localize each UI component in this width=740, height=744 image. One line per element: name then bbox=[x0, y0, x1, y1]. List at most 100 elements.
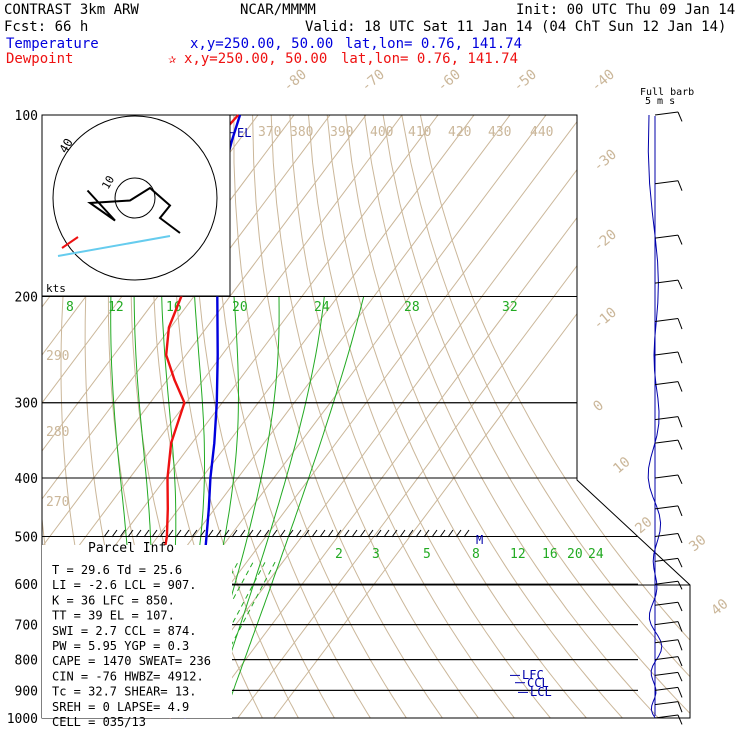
mixing-ratio-label: 3 bbox=[372, 547, 380, 562]
hodograph-ring-outer bbox=[52, 115, 218, 281]
freezing-hatch bbox=[399, 529, 406, 538]
wind-barb bbox=[654, 656, 679, 661]
isotherm-label: -30 bbox=[590, 147, 620, 176]
parcel-info-row: CELL = 035/13 bbox=[52, 715, 146, 729]
parcel-level-label: LFC bbox=[522, 668, 544, 682]
dry-adiabat-line bbox=[345, 115, 623, 718]
pressure-tick-label: 800 bbox=[15, 654, 38, 669]
dry-adiabat-line bbox=[326, 115, 587, 718]
wind-barb bbox=[654, 474, 679, 479]
wind-barb bbox=[654, 671, 679, 676]
dewpoint-marker-icon: ✰ bbox=[168, 51, 177, 67]
pressure-tick-label: 100 bbox=[15, 109, 38, 124]
header: CONTRAST 3km ARW NCAR/MMMM Init: 00 UTC … bbox=[4, 2, 735, 107]
isotherm-label: -70 bbox=[358, 67, 388, 96]
freezing-hatch bbox=[295, 529, 302, 538]
parcel-info-row: Tc = 32.7 SHEAR= 13. bbox=[52, 685, 197, 699]
freezing-hatch bbox=[151, 529, 158, 538]
parcel-info-row: K = 36 LFC = 850. bbox=[52, 593, 175, 607]
isotherm-label: 30 bbox=[686, 532, 709, 555]
wind-barb bbox=[654, 639, 679, 644]
temperature-legend: Temperature bbox=[6, 36, 99, 52]
mixing-ratio-label: 5 bbox=[423, 547, 431, 562]
parcel-level-label: EL bbox=[237, 126, 251, 140]
freezing-hatch bbox=[135, 529, 142, 538]
parcel-info-row: T = 29.6 Td = 25.6 bbox=[52, 563, 182, 577]
parcel-info-row: CIN = -76 HWBZ= 4912. bbox=[52, 669, 204, 683]
moist-adiabat-label: 32 bbox=[502, 300, 518, 315]
freezing-hatch bbox=[351, 529, 358, 538]
parcel-level-label: M bbox=[476, 533, 483, 547]
wind-barb bbox=[654, 318, 679, 322]
freezing-hatch bbox=[175, 529, 182, 538]
wind-barb bbox=[654, 180, 679, 185]
isotherm-label: -20 bbox=[590, 227, 620, 256]
hodograph-units: kts bbox=[46, 282, 66, 295]
wind-barb-flag bbox=[677, 601, 683, 612]
forecast-hour: Fcst: 66 h bbox=[4, 19, 88, 35]
freezing-hatch bbox=[263, 529, 270, 538]
isotherm-label: -10 bbox=[590, 305, 620, 334]
pressure-tick-label: 1000 bbox=[7, 712, 38, 727]
dewpoint-latlon: lat,lon= 0.76, 141.74 bbox=[341, 51, 518, 67]
wind-barb-flag bbox=[677, 580, 683, 590]
isotherm-line bbox=[42, 115, 331, 718]
freezing-hatch bbox=[391, 529, 398, 538]
parcel-level-label: LCL bbox=[530, 685, 552, 699]
wind-barb-flag bbox=[677, 416, 683, 428]
freezing-hatch bbox=[447, 529, 454, 538]
freezing-hatch bbox=[159, 529, 166, 538]
freezing-hatch bbox=[199, 529, 206, 538]
dry-adiabat-label: 290 bbox=[46, 349, 69, 364]
isotherm-label: -40 bbox=[588, 67, 618, 96]
hodograph-frame bbox=[41, 114, 231, 297]
isotherm-label: -80 bbox=[280, 67, 310, 96]
freezing-hatch bbox=[183, 529, 190, 538]
parcel-info-row: SREH = 0 LAPSE= 4.9 bbox=[52, 700, 189, 714]
storm-motion-line bbox=[57, 235, 171, 257]
dry-adiabat-line bbox=[401, 115, 690, 718]
dry-adiabat-line bbox=[289, 115, 515, 718]
mixing-ratio-label: 12 bbox=[510, 547, 526, 562]
wind-barb-flag bbox=[677, 318, 683, 330]
moist-adiabat-label: 24 bbox=[314, 300, 330, 315]
freezing-hatch bbox=[119, 529, 126, 538]
freezing-hatch bbox=[327, 529, 334, 538]
wind-barb bbox=[654, 351, 679, 356]
freezing-hatch bbox=[247, 529, 254, 538]
isotherm-line bbox=[237, 115, 690, 718]
hodograph-ring-inner bbox=[114, 177, 156, 219]
dry-adiabat-line bbox=[193, 115, 335, 718]
freezing-hatch bbox=[231, 529, 238, 538]
dry-adiabat-label: 430 bbox=[488, 125, 511, 140]
freezing-hatch bbox=[303, 529, 310, 538]
dry-adiabat-line bbox=[233, 115, 407, 718]
wind-barb bbox=[654, 601, 679, 606]
wind-barb bbox=[654, 234, 679, 239]
parcel-info-box: Parcel Info T = 29.6 Td = 25.6LI = -2.6 L… bbox=[42, 541, 232, 729]
wind-barb-flag bbox=[677, 558, 683, 568]
hodograph-trace bbox=[86, 186, 181, 234]
dry-adiabat-label: 270 bbox=[46, 495, 69, 510]
isotherm-line bbox=[273, 115, 690, 718]
wind-barb-flag bbox=[677, 714, 683, 725]
isotherm-label: 0 bbox=[590, 397, 607, 415]
wind-barb bbox=[654, 714, 679, 719]
dry-adiabat-label: 380 bbox=[290, 125, 313, 140]
freezing-hatch bbox=[215, 529, 222, 538]
wind-barb-flag bbox=[677, 439, 683, 450]
freezing-hatch bbox=[375, 529, 382, 538]
parcel-level-label: CCL bbox=[527, 676, 549, 690]
wind-barb bbox=[654, 686, 679, 691]
moist-adiabat-label: 28 bbox=[404, 300, 420, 315]
wind-barb-flag bbox=[677, 621, 683, 632]
pressure-tick-label: 300 bbox=[15, 397, 38, 412]
dry-adiabat-line bbox=[382, 115, 690, 718]
wind-barb bbox=[654, 580, 679, 585]
isotherm-label: -50 bbox=[510, 67, 540, 96]
mixing-ratio-label: 2 bbox=[335, 547, 343, 562]
parcel-info-title: Parcel Info bbox=[88, 541, 174, 556]
freezing-hatch bbox=[103, 529, 110, 538]
